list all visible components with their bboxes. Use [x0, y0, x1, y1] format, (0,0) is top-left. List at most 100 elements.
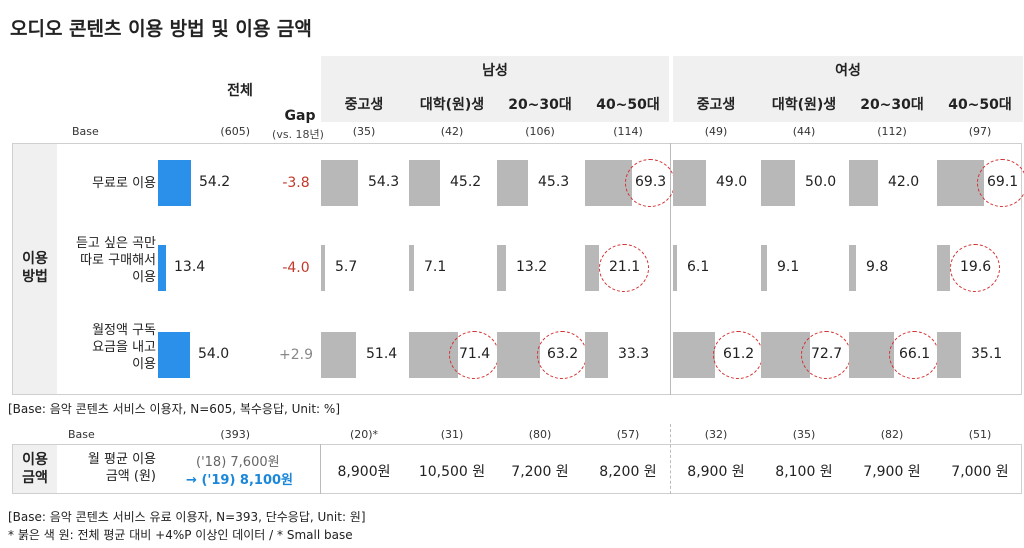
amount-base-value: (32): [704, 428, 728, 441]
amount-base-value: (80): [528, 428, 552, 441]
segment-bar: [321, 160, 358, 206]
amount-value: 7,900 원: [863, 464, 921, 480]
segment-bar: [497, 160, 528, 206]
total-bar: [158, 245, 166, 291]
male-header: 남성: [482, 63, 508, 79]
segment-value: 35.1: [971, 346, 1003, 362]
usage-divider: [670, 143, 671, 395]
segment-bar: [673, 332, 715, 378]
segment-bar: [497, 245, 506, 291]
total-bar: [158, 332, 190, 378]
total-value: 54.0: [198, 346, 230, 362]
segment-bar: [849, 332, 894, 378]
base-value: (112): [877, 125, 907, 138]
amount-value: 8,900원: [337, 464, 391, 480]
highlight-circle: [537, 331, 587, 379]
segment-value: 49.0: [716, 174, 748, 190]
segment-value: 50.0: [805, 174, 837, 190]
amount-total-base: (393): [220, 428, 250, 441]
note-amount: [Base: 음악 콘텐츠 서비스 유료 이용자, N=393, 단수응답, U…: [8, 510, 366, 524]
usage-group-cell: [13, 144, 57, 394]
amount-group-cell: [13, 445, 57, 493]
total-value: 13.4: [174, 259, 206, 275]
amount-value: 8,200 원: [599, 464, 657, 480]
base-value: (49): [704, 125, 728, 138]
amount-box: [12, 444, 1022, 494]
amount-curr-total-row: → ('19) 8,100원: [186, 469, 293, 488]
segment-value: 45.3: [538, 174, 570, 190]
total-bar: [158, 160, 191, 206]
column-header: 대학(원)생: [771, 97, 837, 113]
page-title: 오디오 콘텐츠 이용 방법 및 이용 금액: [10, 18, 312, 40]
amount-group-label: 이용 금액: [22, 452, 48, 486]
amount-base-value: (57): [616, 428, 640, 441]
segment-value: 54.3: [368, 174, 400, 190]
amount-prev-total: ('18) 7,600원: [196, 455, 280, 470]
highlight-circle: [977, 159, 1024, 207]
segment-bar: [937, 332, 961, 378]
segment-value: 13.2: [516, 259, 548, 275]
base-value: (106): [525, 125, 555, 138]
gap-value: -3.8: [282, 175, 310, 191]
segment-bar: [321, 245, 325, 291]
base-value: (35): [352, 125, 376, 138]
column-header: 40~50대: [596, 97, 660, 113]
male-header-band: [321, 56, 669, 122]
arrow-right-icon: →: [186, 473, 197, 488]
highlight-circle: [713, 331, 763, 379]
segment-value: 42.0: [888, 174, 920, 190]
base-label: Base: [72, 125, 99, 138]
base-value: (97): [968, 125, 992, 138]
amount-base-label: Base: [68, 428, 95, 441]
note-usage: [Base: 음악 콘텐츠 서비스 이용자, N=605, 복수응답, Unit…: [8, 402, 340, 416]
amount-value: 8,100 원: [775, 464, 833, 480]
female-header: 여성: [835, 63, 861, 79]
segment-bar: [849, 160, 878, 206]
highlight-circle: [625, 159, 675, 207]
segment-bar: [497, 332, 540, 378]
segment-value: 51.4: [366, 346, 398, 362]
amount-curr-total: ('19) 8,100원: [201, 473, 293, 488]
amount-base-value: (82): [880, 428, 904, 441]
highlight-circle: [599, 244, 649, 292]
base-value: (44): [792, 125, 816, 138]
segment-value: 6.1: [687, 259, 710, 275]
column-header: 40~50대: [948, 97, 1012, 113]
note-legend: * 붉은 색 원: 전체 평균 대비 +4%P 이상인 데이터 / * Smal…: [8, 528, 353, 542]
segment-value: 5.7: [335, 259, 358, 275]
row-label: 무료로 이용: [92, 176, 156, 191]
highlight-circle: [449, 331, 499, 379]
highlight-circle: [889, 331, 939, 379]
amount-value: 10,500 원: [418, 464, 486, 480]
column-header: 20~30대: [860, 97, 924, 113]
gap-sub-header: (vs. 18년): [272, 128, 324, 141]
amount-base-value: (51): [968, 428, 992, 441]
amount-value: 7,000 원: [951, 464, 1009, 480]
female-header-band: [673, 56, 1023, 122]
column-header: 중고생: [696, 97, 736, 113]
segment-value: 33.3: [618, 346, 650, 362]
base-value: (114): [613, 125, 643, 138]
segment-bar: [761, 160, 795, 206]
total-header: 전체: [227, 83, 253, 99]
amount-base-value: (20)*: [349, 428, 379, 441]
row-label: 듣고 싶은 곡만 따로 구매해서 이용: [75, 236, 156, 285]
column-header: 20~30대: [508, 97, 572, 113]
row-label: 월정액 구독 요금을 내고 이용: [92, 323, 156, 372]
segment-bar: [409, 160, 440, 206]
segment-bar: [673, 160, 706, 206]
usage-box: [12, 143, 1022, 395]
amount-base-value: (35): [792, 428, 816, 441]
base-value: (42): [440, 125, 464, 138]
segment-bar: [409, 245, 414, 291]
segment-bar: [761, 245, 767, 291]
column-header: 대학(원)생: [419, 97, 485, 113]
highlight-circle: [801, 331, 851, 379]
amount-value: 7,200 원: [511, 464, 569, 480]
amount-value: 8,900 원: [687, 464, 745, 480]
segment-bar: [585, 332, 608, 378]
total-value: 54.2: [199, 174, 231, 190]
amount-base-value: (31): [440, 428, 464, 441]
segment-bar: [585, 160, 632, 206]
gap-header: Gap: [284, 108, 316, 124]
